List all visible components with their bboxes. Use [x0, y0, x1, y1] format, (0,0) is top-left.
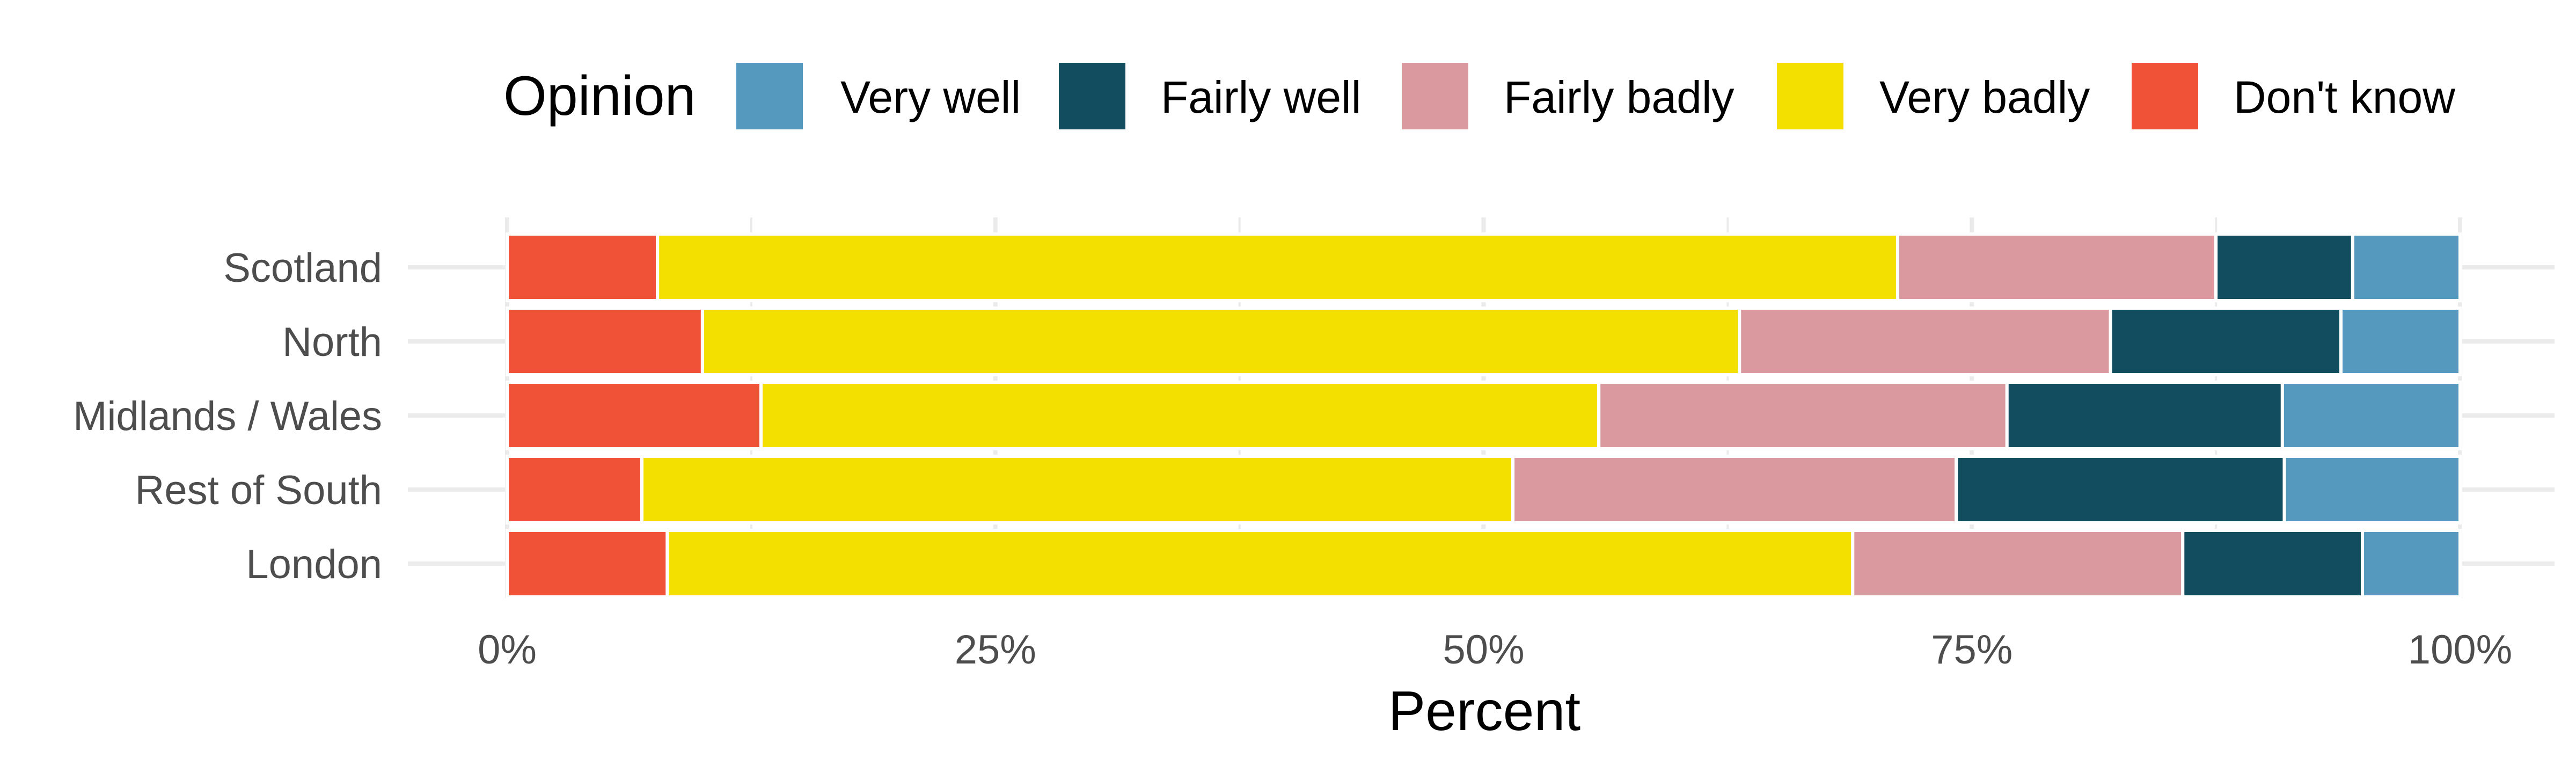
bar-area [506, 232, 2462, 599]
bar-segment [2361, 529, 2462, 599]
legend-label: Very well [840, 72, 1021, 122]
legend-key [1059, 63, 1125, 129]
y-axis-tick-labels: Scotland North Midlands / Wales Rest of Sou… [73, 245, 382, 587]
bar-segment [1597, 381, 2009, 450]
y-tick-label: Scotland [223, 245, 382, 291]
bar-segment [2181, 529, 2365, 599]
x-tick-label: 100% [2408, 627, 2512, 673]
bar-segment [2351, 232, 2462, 302]
y-tick-label: London [246, 542, 382, 587]
bar-segment [506, 529, 669, 599]
legend: Opinion Very well Fairly well Fairly badly… [503, 63, 2455, 129]
bar-segment [1851, 529, 2185, 599]
bar-segment [2214, 232, 2354, 302]
legend-label: Very badly [1879, 72, 2090, 122]
bar-segment [640, 455, 1515, 524]
legend-key [2132, 63, 2198, 129]
legend-key [1402, 63, 1468, 129]
bar-segment [506, 455, 644, 524]
bar-segment [2282, 455, 2462, 524]
bar-segment [759, 381, 1601, 450]
bar-segment [1511, 455, 1958, 524]
x-axis-title: Percent [1388, 680, 1581, 742]
legend-label: Fairly well [1161, 72, 1361, 122]
legend-key [736, 63, 803, 129]
x-tick-label: 0% [478, 627, 537, 673]
bar-segment [656, 232, 1899, 302]
bar-segment [506, 381, 763, 450]
legend-key [1777, 63, 1843, 129]
bar-segment [1896, 232, 2218, 302]
x-tick-label: 50% [1443, 627, 1524, 673]
x-tick-label: 25% [955, 627, 1036, 673]
legend-label: Fairly badly [1504, 72, 1734, 122]
x-tick-label: 75% [1931, 627, 2012, 673]
bar-segment [2109, 307, 2343, 376]
bar-segment [1955, 455, 2286, 524]
bar-segment [2005, 381, 2284, 450]
y-tick-label: Midlands / Wales [73, 393, 382, 439]
legend-label: Don't know [2234, 72, 2455, 122]
bar-segment [2339, 307, 2462, 376]
bar-segment [665, 529, 1855, 599]
bar-segment [700, 307, 1741, 376]
bar-segment [506, 307, 704, 376]
legend-title: Opinion [503, 65, 696, 127]
y-tick-label: Rest of South [135, 468, 383, 513]
y-tick-label: North [282, 319, 382, 365]
bar-segment [1738, 307, 2112, 376]
bar-segment [2280, 381, 2462, 450]
bar-segment [506, 232, 660, 302]
x-axis-tick-labels: 0% 25% 50% 75% 100% [478, 627, 2512, 673]
